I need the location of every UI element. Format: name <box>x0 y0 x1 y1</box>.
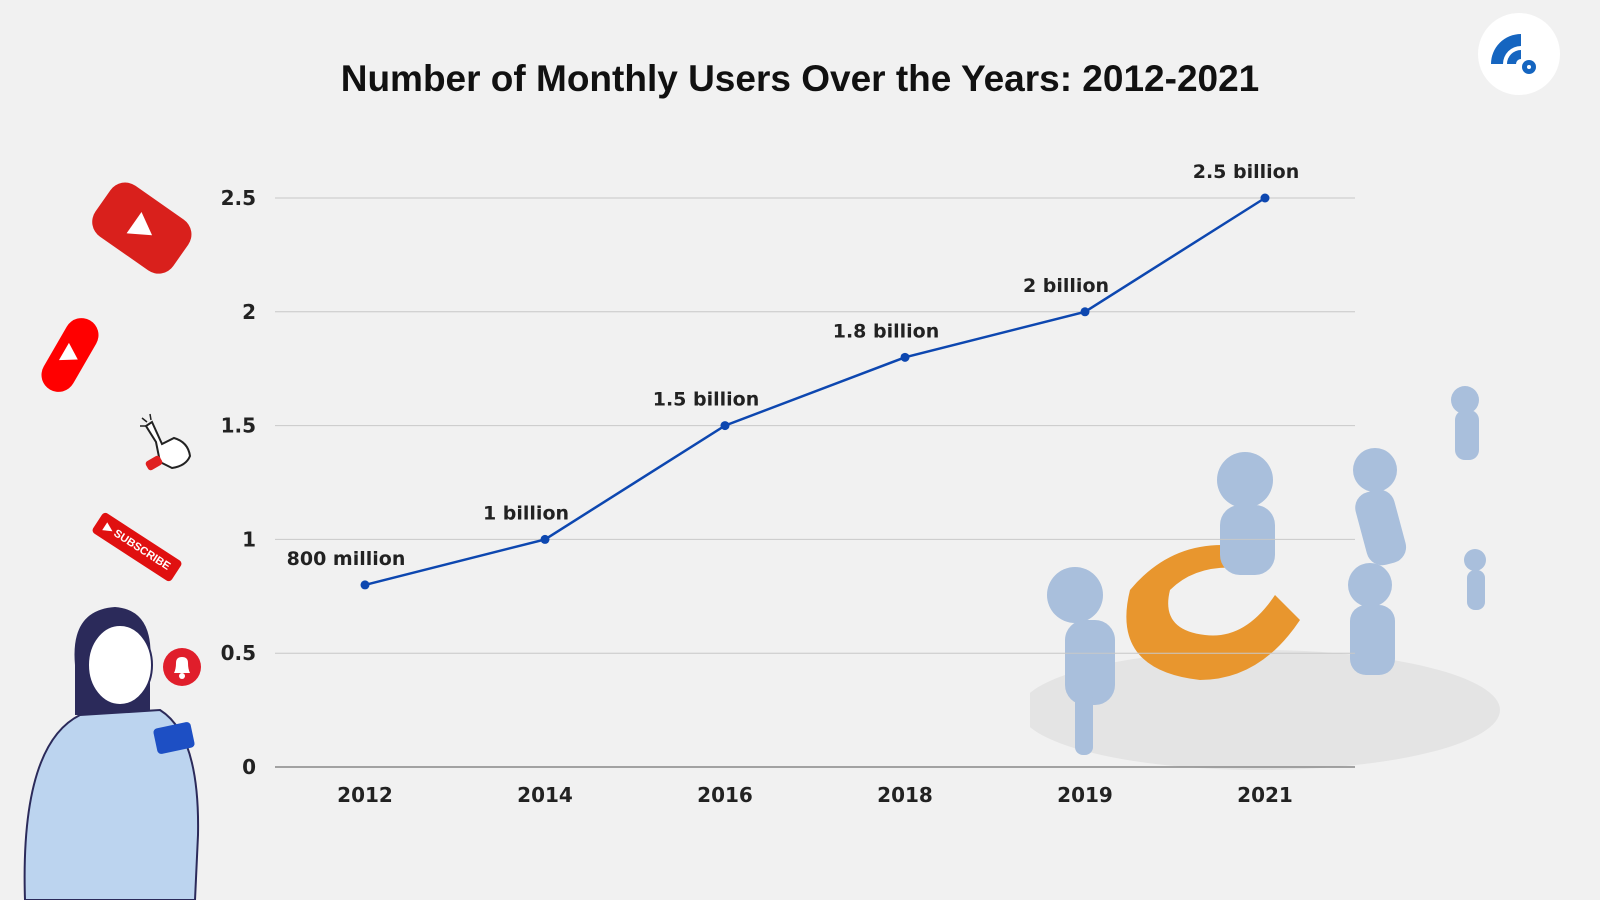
magnet-attracting-people-illustration <box>1030 386 1500 770</box>
woman-with-phone-illustration <box>23 607 200 900</box>
x-tick-label: 2018 <box>877 783 933 807</box>
x-tick-label: 2021 <box>1237 783 1293 807</box>
data-point <box>540 534 550 544</box>
data-label: 2 billion <box>1023 275 1109 297</box>
y-tick-label: 1.5 <box>221 414 256 438</box>
y-tick-label: 0 <box>242 755 256 779</box>
y-tick-label: 0.5 <box>221 641 256 665</box>
chart-title: Number of Monthly Users Over the Years: … <box>340 58 1260 99</box>
youtube-play-icon <box>92 182 192 274</box>
data-point <box>1260 193 1270 203</box>
bell-notification-icon <box>163 648 201 686</box>
wifi-logo-icon <box>1478 13 1560 95</box>
x-tick-label: 2014 <box>517 783 573 807</box>
data-label: 1.5 billion <box>653 389 760 411</box>
data-point <box>900 352 910 362</box>
data-label: 2.5 billion <box>1193 161 1300 183</box>
y-tick-label: 1 <box>242 527 256 551</box>
x-tick-label: 2012 <box>337 783 393 807</box>
data-label: 800 million <box>287 548 406 570</box>
series-line <box>364 196 1266 587</box>
youtube-shorts-icon <box>41 318 99 392</box>
data-label: 1.8 billion <box>833 320 940 342</box>
x-tick-label: 2016 <box>697 783 753 807</box>
data-label: 1 billion <box>483 502 569 524</box>
x-tick-label: 2019 <box>1057 783 1113 807</box>
data-point <box>1080 307 1090 317</box>
data-point <box>720 421 730 431</box>
y-tick-label: 2.5 <box>221 186 256 210</box>
y-tick-label: 2 <box>242 300 256 324</box>
data-point <box>360 580 370 590</box>
pointing-hand-icon <box>140 413 192 471</box>
